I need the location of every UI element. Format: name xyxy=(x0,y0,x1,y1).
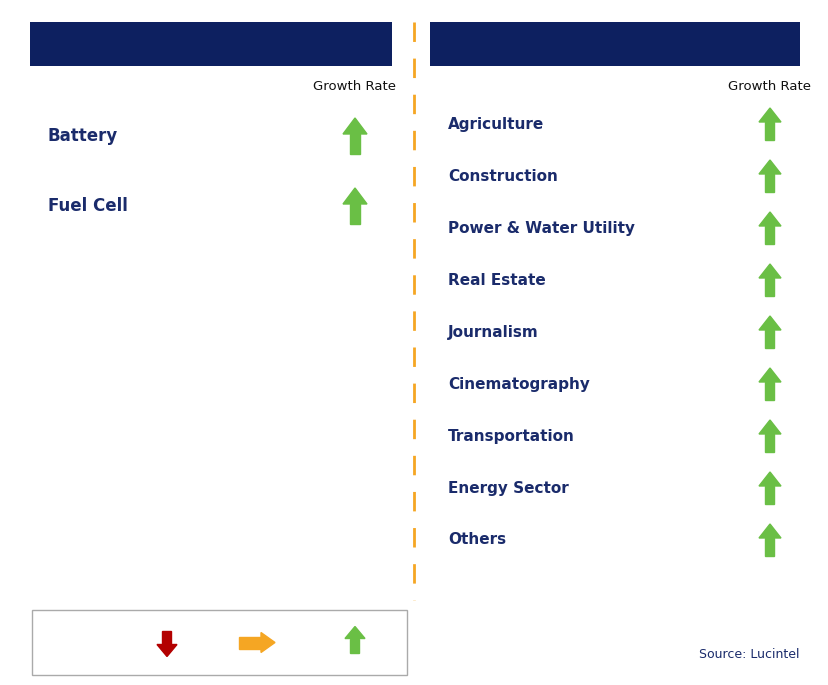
Text: Construction: Construction xyxy=(447,169,557,184)
Polygon shape xyxy=(758,108,780,122)
Polygon shape xyxy=(758,472,780,486)
Text: Power & Water Utility: Power & Water Utility xyxy=(447,221,634,236)
Text: <0%: <0% xyxy=(121,653,152,667)
Polygon shape xyxy=(343,118,367,134)
Text: Growth Rate: Growth Rate xyxy=(313,79,396,92)
Polygon shape xyxy=(764,226,773,244)
FancyBboxPatch shape xyxy=(32,610,407,675)
Polygon shape xyxy=(344,627,364,638)
Polygon shape xyxy=(758,420,780,434)
Text: Flat: Flat xyxy=(213,621,240,634)
Text: CAGR: CAGR xyxy=(44,626,83,639)
Text: Transportation: Transportation xyxy=(447,429,574,443)
Polygon shape xyxy=(764,486,773,504)
Polygon shape xyxy=(758,524,780,538)
Text: Energy Sector: Energy Sector xyxy=(447,480,568,495)
Text: >3%: >3% xyxy=(310,653,343,667)
Text: Source: Lucintel: Source: Lucintel xyxy=(699,649,799,662)
Text: Negative: Negative xyxy=(105,621,168,634)
Polygon shape xyxy=(764,330,773,348)
Text: Fuel Cell: Fuel Cell xyxy=(48,197,128,215)
Polygon shape xyxy=(758,368,780,382)
Polygon shape xyxy=(764,382,773,400)
FancyBboxPatch shape xyxy=(430,22,799,66)
Text: Real Estate: Real Estate xyxy=(447,273,545,288)
Text: Journalism: Journalism xyxy=(447,325,538,340)
Text: Market by Application: Market by Application xyxy=(507,35,722,53)
Text: Others: Others xyxy=(447,532,506,547)
Polygon shape xyxy=(764,538,773,556)
Text: Cinematography: Cinematography xyxy=(447,377,590,392)
Text: Market by Type: Market by Type xyxy=(136,35,286,53)
Polygon shape xyxy=(764,122,773,140)
Polygon shape xyxy=(156,645,177,656)
Polygon shape xyxy=(758,212,780,226)
Polygon shape xyxy=(764,174,773,192)
Polygon shape xyxy=(764,278,773,296)
FancyBboxPatch shape xyxy=(30,22,392,66)
Polygon shape xyxy=(349,134,359,154)
Polygon shape xyxy=(758,264,780,278)
Text: 0%-3%: 0%-3% xyxy=(203,653,250,667)
Text: Growing: Growing xyxy=(297,621,356,634)
Polygon shape xyxy=(758,316,780,330)
Polygon shape xyxy=(343,188,367,204)
Polygon shape xyxy=(758,160,780,174)
Polygon shape xyxy=(764,434,773,452)
Polygon shape xyxy=(349,204,359,224)
Text: Battery: Battery xyxy=(48,127,118,145)
Polygon shape xyxy=(350,638,359,653)
Text: Growth Rate: Growth Rate xyxy=(728,79,811,92)
Text: (2024-30):: (2024-30): xyxy=(44,646,118,659)
Polygon shape xyxy=(261,632,275,653)
Text: Agriculture: Agriculture xyxy=(447,116,544,132)
Polygon shape xyxy=(238,636,261,649)
Polygon shape xyxy=(162,630,171,645)
